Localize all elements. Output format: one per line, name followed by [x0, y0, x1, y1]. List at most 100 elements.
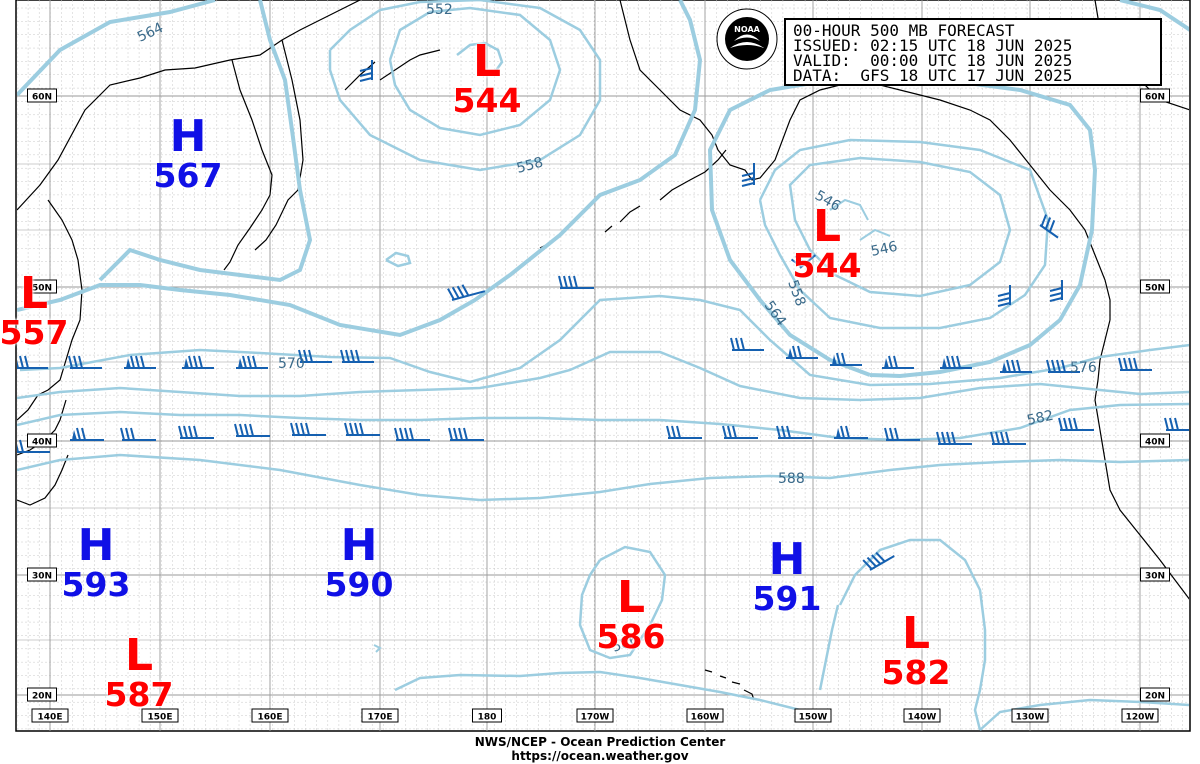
latitude-label: 30N	[27, 567, 57, 582]
svg-text:50N: 50N	[1145, 284, 1165, 294]
wind-barb-icon	[236, 355, 268, 369]
contour-label: 582	[1026, 408, 1055, 429]
wind-barb-icon	[1058, 417, 1094, 431]
latitude-label: 30N	[1140, 567, 1170, 582]
svg-text:40N: 40N	[32, 438, 52, 448]
latitude-label: 50N	[27, 279, 57, 294]
svg-text:30N: 30N	[1145, 572, 1165, 582]
wind-barb-icon	[70, 427, 104, 441]
wind-barb-icon	[17, 439, 50, 453]
low-center: L 544	[452, 36, 522, 120]
wind-barb-icon	[234, 423, 270, 437]
contour-label: 546	[870, 239, 900, 260]
svg-text:160W: 160W	[691, 713, 720, 723]
svg-text:30N: 30N	[32, 572, 52, 582]
forecast-title: 00-HOUR 500 MB FORECAST	[793, 21, 1015, 40]
svg-text:60N: 60N	[1145, 93, 1165, 103]
high-center: H 590	[324, 520, 394, 604]
latitude-label: 40N	[27, 433, 57, 448]
high-center: H 567	[153, 111, 223, 195]
wind-barb-icon	[178, 425, 214, 439]
contour-label: 588	[778, 471, 805, 487]
svg-text:20N: 20N	[1145, 692, 1165, 702]
wind-barb-icon	[448, 427, 484, 441]
wind-barb-icon	[882, 355, 914, 369]
svg-text:160E: 160E	[258, 713, 283, 723]
wind-barb-icon	[776, 425, 812, 439]
svg-text:50N: 50N	[32, 284, 52, 294]
longitude-label: 140E	[31, 708, 69, 723]
map-frame	[15, 0, 1191, 732]
longitude-label: 180	[472, 708, 502, 723]
svg-text:40N: 40N	[1145, 438, 1165, 448]
svg-text:NOAA: NOAA	[734, 25, 760, 34]
wind-barb-icon	[182, 355, 214, 369]
wind-barb-icon	[394, 427, 430, 441]
wind-barb-icon	[666, 425, 702, 439]
wind-barb-icon	[990, 431, 1026, 445]
low-center: L 587	[104, 630, 174, 714]
wind-barb-icon	[1039, 214, 1059, 239]
wind-barb-icon	[862, 551, 895, 571]
wind-barb-icon	[790, 254, 816, 269]
wind-barb-icon	[940, 355, 972, 369]
svg-text:170E: 170E	[368, 713, 393, 723]
wind-barb-icon	[1164, 417, 1189, 431]
wind-barb-icon	[936, 431, 972, 445]
wind-barbs	[17, 60, 1189, 571]
contour-label: 570	[278, 356, 305, 372]
wind-barb-icon	[340, 349, 374, 363]
svg-text:150E: 150E	[148, 713, 173, 723]
low-center: L 544	[792, 201, 862, 285]
contour-label: 558	[515, 154, 545, 176]
wind-barb-icon	[447, 284, 486, 301]
wind-barb-icon	[298, 349, 332, 363]
noaa-logo-icon: NOAA	[716, 8, 778, 70]
longitude-label: 150E	[141, 708, 179, 723]
wind-barb-icon	[884, 427, 920, 441]
forecast-info-box: 00-HOUR 500 MB FORECAST ISSUED: 02:15 UTC…	[784, 18, 1162, 86]
longitude-label: 160W	[686, 708, 724, 723]
contour-label: 576	[1070, 360, 1097, 376]
wind-barb-icon	[786, 345, 818, 359]
valid-time: VALID: 00:00 UTC 18 JUN 2025	[793, 51, 1073, 70]
longitude-label: 160E	[251, 708, 289, 723]
wind-barb-icon	[834, 425, 868, 439]
wind-barb-icon	[359, 60, 373, 82]
footer-url[interactable]: https://ocean.weather.gov	[511, 749, 689, 763]
latitude-label: 60N	[1140, 88, 1170, 103]
svg-text:130W: 130W	[1016, 713, 1045, 723]
wind-barb-icon	[1000, 359, 1032, 373]
longitude-label: 120W	[1121, 708, 1159, 723]
wind-barb-icon	[68, 355, 102, 369]
wind-barb-icon	[344, 422, 380, 436]
wind-barb-icon	[741, 163, 755, 187]
low-center: L 557	[0, 268, 69, 352]
longitude-label: 170W	[576, 708, 614, 723]
footer-org: NWS/NCEP - Ocean Prediction Center	[474, 735, 726, 749]
svg-text:60N: 60N	[32, 93, 52, 103]
wind-barb-icon	[124, 355, 156, 369]
high-center: H 593	[61, 520, 131, 604]
lat-lon-grid	[17, 0, 1189, 731]
wind-barb-icon	[1046, 359, 1080, 373]
wind-barb-icon	[730, 337, 764, 351]
svg-text:150W: 150W	[799, 713, 828, 723]
wind-barb-icon	[558, 275, 594, 289]
svg-text:170W: 170W	[581, 713, 610, 723]
height-contours	[17, 0, 1189, 731]
issued-time: ISSUED: 02:15 UTC 18 JUN 2025	[793, 36, 1073, 55]
latitude-label: 20N	[1140, 687, 1170, 702]
svg-text:20N: 20N	[32, 692, 52, 702]
longitude-label: 130W	[1011, 708, 1049, 723]
wind-barb-icon	[830, 352, 862, 366]
high-center: H 591	[752, 534, 822, 618]
contour-label: 552	[426, 2, 453, 18]
wind-barb-icon	[17, 355, 48, 369]
longitude-label: 150W	[794, 708, 832, 723]
svg-text:140W: 140W	[908, 713, 937, 723]
data-source: DATA: GFS 18 UTC 17 JUN 2025	[793, 66, 1073, 85]
wind-barb-icon	[722, 425, 758, 439]
wind-barb-icon	[120, 427, 156, 441]
